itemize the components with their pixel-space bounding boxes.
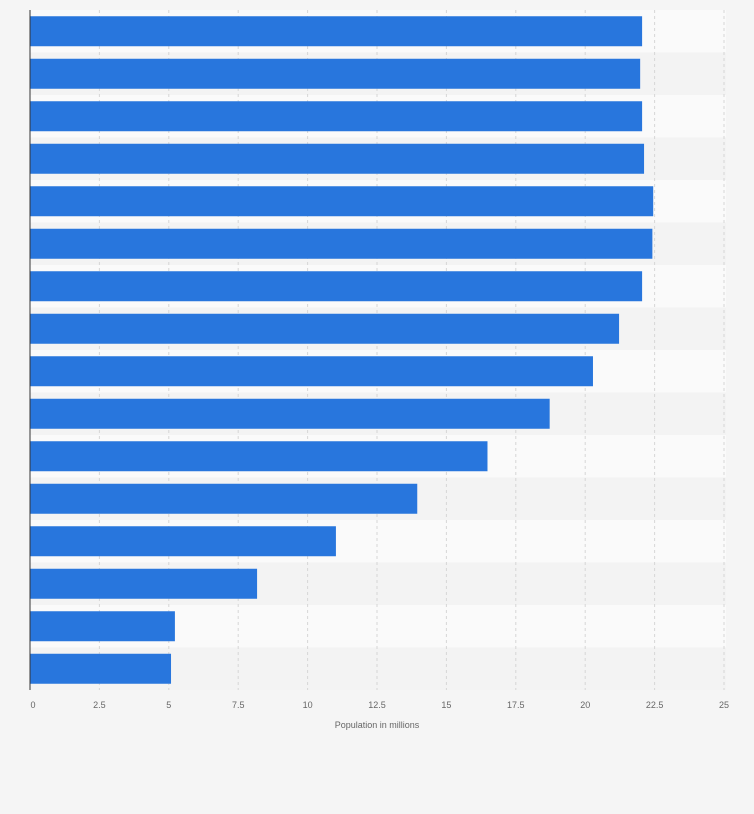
bar[interactable] <box>30 526 336 557</box>
bar[interactable] <box>30 611 175 642</box>
x-tick-label: 20 <box>580 700 590 710</box>
bar[interactable] <box>30 356 593 387</box>
bar[interactable] <box>30 16 643 47</box>
x-tick-label: 22.5 <box>646 700 664 710</box>
x-tick-label: 15 <box>441 700 451 710</box>
bar[interactable] <box>30 653 172 684</box>
x-tick-label: 12.5 <box>368 700 386 710</box>
bar[interactable] <box>30 228 653 259</box>
x-axis-tick-labels: 0 2.5 5 7.5 10 12.5 15 17.5 20 22.5 25 <box>30 700 729 710</box>
bar[interactable] <box>30 101 643 132</box>
x-tick-label: 10 <box>303 700 313 710</box>
bar[interactable] <box>30 398 550 429</box>
bar[interactable] <box>30 271 643 302</box>
x-tick-label: 17.5 <box>507 700 525 710</box>
x-tick-label: 0 <box>30 700 35 710</box>
bar[interactable] <box>30 143 645 174</box>
bar[interactable] <box>30 483 418 514</box>
x-tick-label: 5 <box>166 700 171 710</box>
x-tick-label: 25 <box>719 700 729 710</box>
bar[interactable] <box>30 186 654 217</box>
bar[interactable] <box>30 313 620 344</box>
x-axis-title: Population in millions <box>335 720 420 730</box>
bar[interactable] <box>30 58 641 89</box>
x-tick-label: 7.5 <box>232 700 245 710</box>
x-tick-label: 2.5 <box>93 700 106 710</box>
bar[interactable] <box>30 441 488 472</box>
bars <box>30 16 654 684</box>
bar[interactable] <box>30 568 258 599</box>
